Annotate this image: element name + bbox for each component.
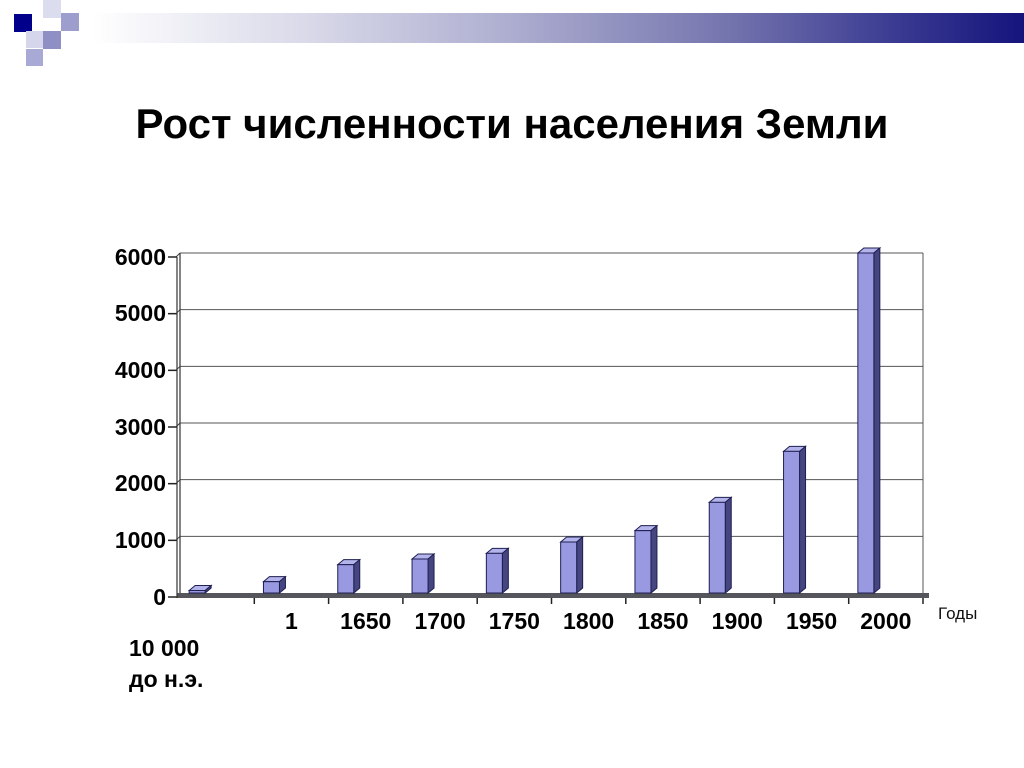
bar-side-1800 [576, 535, 584, 595]
bar-1750 [485, 552, 503, 594]
bar-1650 [337, 564, 355, 594]
x-axis-label: 2000 [860, 608, 912, 634]
bar-1850 [634, 530, 652, 594]
y-axis-label: 5000 [114, 300, 166, 327]
y-axis-label: 0 [153, 583, 166, 610]
bar-1700 [411, 558, 429, 594]
x-axis-label: 1900 [711, 608, 763, 634]
x-axis-title: Годы [938, 604, 978, 623]
x-axis-label: 1750 [488, 608, 540, 634]
bar-side-1650 [353, 558, 361, 595]
decorative-square [26, 49, 43, 66]
bar-side-1900 [724, 496, 732, 595]
decorative-square [26, 31, 43, 48]
bar-side-1850 [650, 524, 658, 595]
bar-1950 [783, 450, 801, 594]
bar-side-1750 [501, 547, 509, 595]
y-axis-label: 2000 [114, 470, 166, 497]
y-axis-label: 1000 [114, 526, 166, 553]
bar-1 [262, 581, 280, 594]
decorative-square [14, 14, 32, 32]
bar-side-2000 [873, 246, 881, 595]
bar-2000 [857, 252, 875, 594]
y-axis-label: 6000 [114, 243, 166, 270]
x-axis-label: 1850 [637, 608, 689, 634]
bar-side-1700 [427, 552, 435, 595]
decorative-square [61, 13, 79, 31]
bar-side-1950 [799, 445, 807, 595]
x-axis-label: 1700 [414, 608, 466, 634]
x-axis-label: 1800 [563, 608, 615, 634]
slide-title: Рост численности населения Земли [135, 100, 889, 147]
x-axis-label: 1950 [785, 608, 838, 634]
decorative-square [43, 0, 61, 18]
y-axis-label: 4000 [114, 356, 166, 383]
bar-10-000-до-н.э. [188, 590, 206, 594]
chart-floor [177, 593, 929, 598]
bar-1800 [560, 541, 578, 594]
bar-1900 [708, 501, 726, 594]
x-axis-label: 1 [285, 608, 298, 634]
y-axis-label: 3000 [114, 413, 166, 440]
x-axis-label: 1650 [340, 608, 392, 634]
decorative-square [43, 31, 61, 49]
x-axis-label: 10 000 до н.э. [129, 635, 204, 692]
header-gradient-bar [0, 13, 1024, 43]
